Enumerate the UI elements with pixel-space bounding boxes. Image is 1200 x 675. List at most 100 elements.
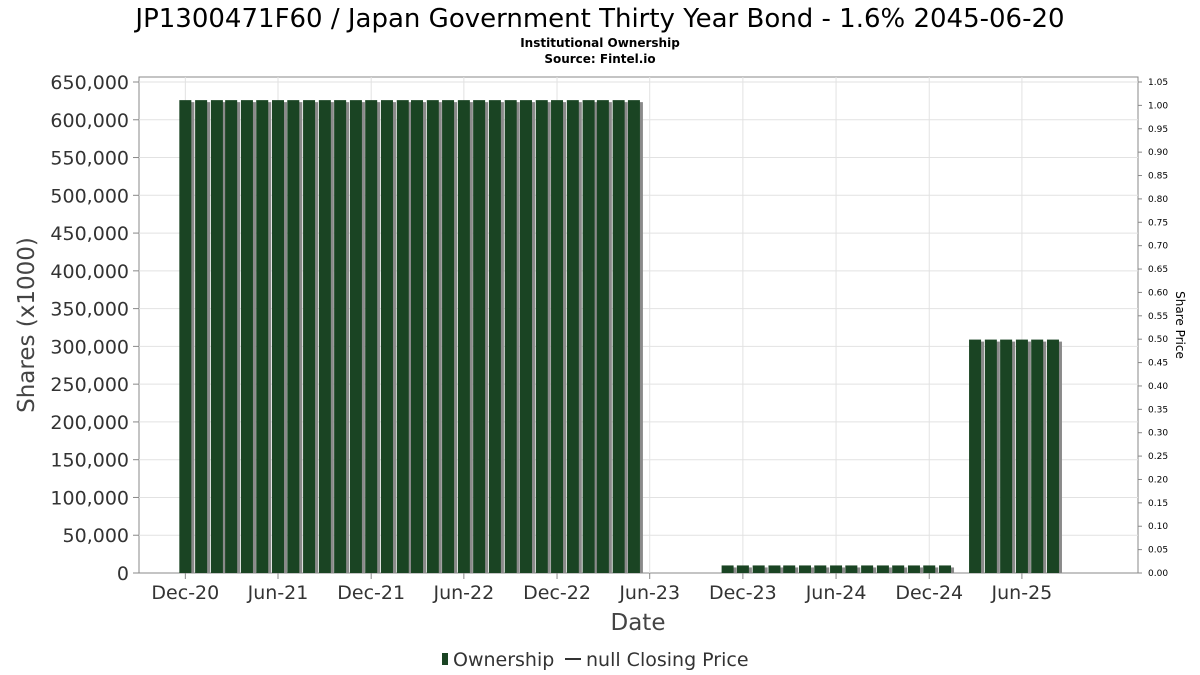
ownership-bar xyxy=(923,565,936,573)
ownership-bar xyxy=(349,100,362,573)
ownership-bar xyxy=(596,100,609,573)
ownership-bar xyxy=(566,100,579,573)
y2-tick-label: 0.70 xyxy=(1148,242,1168,252)
ownership-bar xyxy=(396,100,409,573)
ownership-bar xyxy=(969,339,982,573)
y-tick-label: 150,000 xyxy=(50,450,129,472)
y-tick-label: 500,000 xyxy=(50,185,129,207)
y2-tick-label: 0.35 xyxy=(1148,405,1168,415)
y2-tick-label: 0.80 xyxy=(1148,195,1168,205)
y2-tick-label: 0.65 xyxy=(1148,265,1168,275)
y-axis-ticks: 0 50,000 100,000 150,000 200,000 250,000 300,0… xyxy=(50,72,139,585)
ownership-bar xyxy=(1000,339,1013,573)
ownership-bar xyxy=(892,565,905,573)
ownership-bar xyxy=(736,565,749,573)
y-tick-label: 100,000 xyxy=(50,487,129,509)
y-axis-label: Shares (x1000) xyxy=(14,237,40,413)
y-tick-label: 600,000 xyxy=(50,110,129,132)
chart-subtitle-line-1: Institutional Ownership xyxy=(520,36,680,50)
ownership-bar xyxy=(830,565,843,573)
chart-subtitle-line-2: Source: Fintel.io xyxy=(544,52,655,66)
y-tick-label: 450,000 xyxy=(50,223,129,245)
ownership-bar xyxy=(939,565,952,573)
y2-tick-label: 0.45 xyxy=(1148,359,1168,369)
ownership-bar xyxy=(1031,339,1044,573)
y-tick-label: 300,000 xyxy=(50,336,129,358)
y2-tick-label: 0.90 xyxy=(1148,148,1168,158)
ownership-bar xyxy=(582,100,595,573)
ownership-bar xyxy=(272,100,285,573)
legend-ownership-label: Ownership xyxy=(453,649,554,671)
ownership-bar xyxy=(799,565,811,573)
y2-axis-label: Share Price xyxy=(1173,291,1187,359)
ownership-bar xyxy=(1015,339,1028,573)
y-tick-label: 50,000 xyxy=(63,525,129,547)
x-tick-label: Dec-23 xyxy=(709,582,777,604)
ownership-bars xyxy=(179,100,1062,573)
y2-tick-label: 0.00 xyxy=(1148,569,1168,579)
x-tick-label: Jun-23 xyxy=(618,582,680,604)
x-tick-label: Jun-22 xyxy=(432,582,494,604)
ownership-bar xyxy=(721,565,734,573)
y2-tick-label: 0.05 xyxy=(1148,546,1168,556)
ownership-bar xyxy=(365,100,378,573)
y2-tick-label: 0.60 xyxy=(1148,288,1168,298)
x-tick-label: Dec-21 xyxy=(337,582,405,604)
y2-tick-label: 0.25 xyxy=(1148,452,1168,462)
y2-tick-label: 0.55 xyxy=(1148,312,1168,322)
ownership-bar xyxy=(179,100,192,573)
y2-tick-label: 0.95 xyxy=(1148,125,1168,135)
ownership-bar xyxy=(473,100,486,573)
y2-tick-label: 0.15 xyxy=(1148,499,1168,509)
y-tick-label: 200,000 xyxy=(50,412,129,434)
y2-tick-label: 1.00 xyxy=(1148,101,1168,111)
ownership-bar xyxy=(627,100,640,573)
ownership-bar xyxy=(783,565,796,573)
x-tick-label: Dec-24 xyxy=(895,582,963,604)
y-tick-label: 400,000 xyxy=(50,261,129,283)
ownership-bar xyxy=(411,100,424,573)
y-tick-label: 350,000 xyxy=(50,299,129,321)
ownership-bar xyxy=(814,565,827,573)
y-tick-label: 250,000 xyxy=(50,374,129,396)
ownership-bar xyxy=(1046,339,1059,573)
y-tick-label: 650,000 xyxy=(50,72,129,94)
ownership-bar xyxy=(907,565,920,573)
ownership-bar xyxy=(287,100,300,573)
y-tick-label: 0 xyxy=(117,563,129,585)
ownership-bar xyxy=(551,100,564,573)
ownership-bar xyxy=(519,100,532,573)
legend-ownership-swatch xyxy=(442,653,448,665)
ownership-bar xyxy=(457,100,470,573)
chart-title: JP1300471F60 / Japan Government Thirty Y… xyxy=(133,4,1064,34)
ownership-bar xyxy=(380,100,393,573)
y2-tick-label: 0.20 xyxy=(1148,475,1168,485)
ownership-bar xyxy=(876,565,889,573)
y2-tick-label: 0.85 xyxy=(1148,172,1168,182)
y-tick-label: 550,000 xyxy=(50,148,129,170)
x-tick-label: Jun-21 xyxy=(247,582,309,604)
ownership-bar xyxy=(612,100,625,573)
ownership-bar xyxy=(861,565,874,573)
ownership-bar xyxy=(984,339,997,573)
ownership-bar xyxy=(210,100,223,573)
ownership-bar xyxy=(195,100,208,573)
ownership-bar xyxy=(318,100,331,573)
ownership-bar xyxy=(442,100,455,573)
y2-tick-label: 0.10 xyxy=(1148,522,1168,532)
ownership-bar xyxy=(303,100,316,573)
ownership-bar xyxy=(768,565,781,573)
ownership-bar xyxy=(488,100,501,573)
ownership-bar xyxy=(535,100,548,573)
y2-axis-ticks: 0.00 0.05 0.10 0.15 0.20 0.25 0.30 0.35 0.40 0.45… xyxy=(1138,78,1168,579)
legend-closing-price-label: null Closing Price xyxy=(586,649,749,671)
ownership-bar xyxy=(240,100,253,573)
ownership-bar xyxy=(334,100,347,573)
ownership-bar xyxy=(256,100,269,573)
y2-tick-label: 0.30 xyxy=(1148,429,1168,439)
y2-tick-label: 1.05 xyxy=(1148,78,1168,88)
x-tick-label: Dec-22 xyxy=(523,582,591,604)
legend: Ownership null Closing Price xyxy=(442,649,749,671)
x-tick-label: Dec-20 xyxy=(151,582,219,604)
